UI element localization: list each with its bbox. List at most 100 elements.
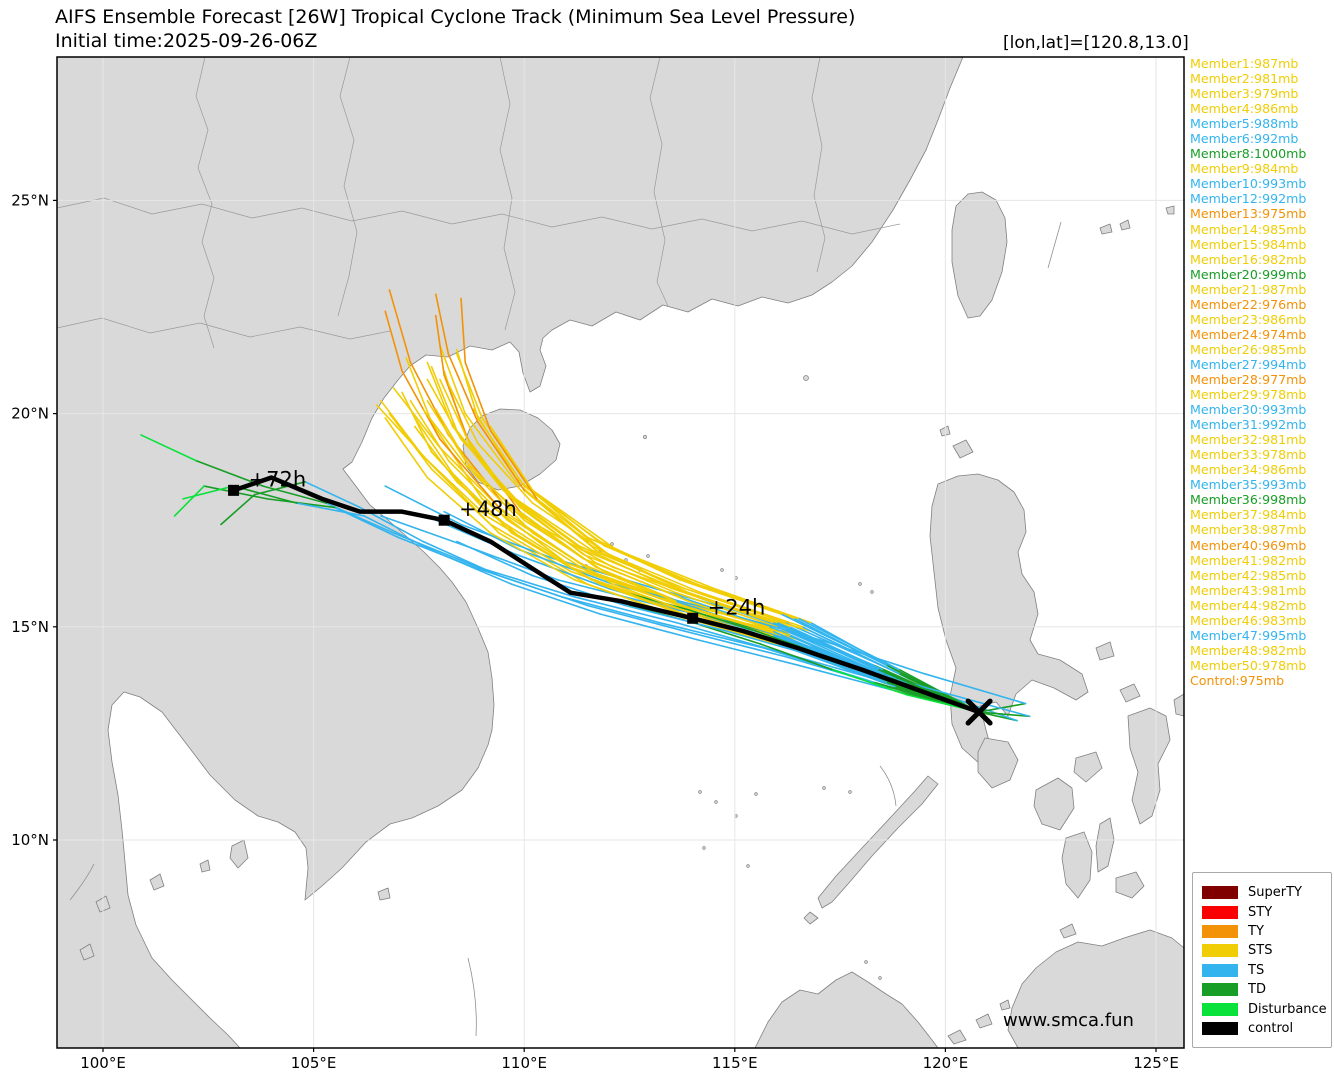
ensemble-track bbox=[464, 412, 517, 483]
ensemble-track bbox=[430, 365, 458, 432]
ensemble-track bbox=[536, 498, 610, 556]
ensemble-track bbox=[430, 468, 492, 526]
axes: 100°E 105°E 110°E 115°E 120°E 125°E 10°N 15°N 20… bbox=[11, 191, 1179, 1072]
member-pressure-item: Member35:993mb bbox=[1190, 477, 1307, 493]
ensemble-track bbox=[413, 425, 458, 483]
ensemble-track bbox=[696, 583, 799, 620]
ensemble-track bbox=[447, 459, 509, 522]
member-pressure-item: Member1:987mb bbox=[1190, 56, 1299, 71]
legend-swatch bbox=[1202, 983, 1238, 997]
ensemble-track bbox=[401, 370, 441, 440]
ensemble-track bbox=[578, 544, 673, 590]
ensemble-track bbox=[578, 562, 677, 603]
ensemble-track bbox=[759, 643, 833, 671]
page-title: AIFS Ensemble Forecast [26W] Tropical Cy… bbox=[55, 6, 856, 28]
ensemble-track bbox=[696, 638, 799, 666]
ensemble-track bbox=[380, 515, 467, 547]
y-tick-label: 25°N bbox=[11, 191, 49, 209]
ensemble-track bbox=[173, 485, 205, 517]
time-label: +24h bbox=[708, 595, 766, 619]
ensemble-track bbox=[978, 702, 1027, 713]
control-marker bbox=[228, 484, 240, 496]
ensemble-track bbox=[531, 489, 606, 547]
member-pressure-item: Member21:987mb bbox=[1190, 281, 1307, 297]
ensemble-track bbox=[506, 519, 589, 573]
member-pressure-item: Member42:985mb bbox=[1190, 567, 1307, 583]
ensemble-track bbox=[392, 387, 441, 449]
ensemble-track bbox=[519, 510, 597, 568]
member-pressure-item: Member20:999mb bbox=[1190, 266, 1307, 282]
ensemble-track bbox=[447, 353, 479, 423]
ensemble-track bbox=[405, 357, 433, 423]
legend-label: STS bbox=[1248, 943, 1273, 959]
ensemble-track bbox=[771, 621, 879, 671]
ensemble-track bbox=[451, 425, 504, 492]
ensemble-track bbox=[510, 583, 601, 615]
ensemble-track bbox=[595, 549, 690, 594]
member-pressure-item: Member50:978mb bbox=[1190, 657, 1307, 673]
member-pressure-item: Control:975mb bbox=[1190, 672, 1285, 688]
ensemble-track bbox=[489, 425, 534, 492]
member-pressure-item: Member10:993mb bbox=[1190, 176, 1307, 192]
ensemble-track bbox=[464, 361, 492, 432]
ensemble-track bbox=[413, 417, 454, 475]
control-track: +72h +48h +24h bbox=[228, 467, 993, 726]
ensemble-track bbox=[590, 579, 686, 615]
ensemble-track bbox=[262, 485, 328, 504]
x-tick-label: 125°E bbox=[1133, 1054, 1179, 1072]
member-pressure-list: Member1:987mb Member2:981mb Member3:979mb M… bbox=[1190, 56, 1334, 688]
member-pressure-item: Member4:986mb bbox=[1190, 101, 1299, 117]
ensemble-track bbox=[599, 613, 698, 641]
ensemble-track bbox=[523, 489, 597, 551]
ensemble-track bbox=[422, 455, 488, 517]
member-pressure-item: Member26:985mb bbox=[1190, 341, 1307, 357]
legend-row: TD bbox=[1202, 980, 1331, 999]
member-pressure-item: Member16:982mb bbox=[1190, 251, 1307, 267]
ensemble-track bbox=[780, 613, 888, 666]
ensemble-track bbox=[295, 502, 365, 517]
ensemble-track bbox=[464, 463, 530, 522]
ensemble-track bbox=[443, 510, 521, 551]
ensemble-track bbox=[439, 438, 500, 509]
member-pressure-item: Member3:979mb bbox=[1190, 86, 1299, 102]
ensemble-track bbox=[683, 587, 787, 624]
legend-row: SuperTY bbox=[1202, 883, 1331, 902]
ensemble-track bbox=[477, 566, 576, 598]
legend-swatch bbox=[1202, 886, 1238, 900]
y-tick-label: 20°N bbox=[11, 405, 49, 423]
legend-label: TS bbox=[1248, 962, 1265, 978]
ensemble-track bbox=[426, 361, 454, 428]
member-pressure-item: Member27:994mb bbox=[1190, 356, 1307, 372]
member-pressure-item: Member32:981mb bbox=[1190, 432, 1307, 448]
ensemble-track bbox=[388, 289, 412, 364]
member-pressure-item: Member14:985mb bbox=[1190, 221, 1307, 237]
ensemble-track bbox=[489, 429, 538, 500]
ensemble-track bbox=[439, 378, 471, 445]
province-borders bbox=[57, 57, 1062, 1037]
ensemble-track bbox=[506, 493, 584, 551]
initial-time-label: Initial time:2025-09-26-06Z bbox=[55, 30, 318, 52]
x-tick-label: 100°E bbox=[80, 1054, 126, 1072]
ensemble-track bbox=[502, 489, 580, 547]
ensemble-track bbox=[797, 617, 900, 671]
member-pressure-item: Member5:988mb bbox=[1190, 116, 1299, 132]
ensemble-track bbox=[380, 400, 424, 458]
legend-label: STY bbox=[1248, 904, 1273, 920]
intensity-legend: SuperTY STY TY STS TS TD Disturbance control bbox=[1192, 872, 1332, 1048]
ensemble-track bbox=[384, 417, 429, 479]
ensemble-track bbox=[679, 604, 782, 637]
ensemble-track bbox=[422, 540, 500, 577]
member-pressure-item: Member48:982mb bbox=[1190, 642, 1307, 658]
ensemble-track bbox=[304, 481, 361, 509]
legend-label: TY bbox=[1248, 923, 1264, 939]
ensemble-track bbox=[434, 293, 450, 355]
ensemble-track bbox=[447, 382, 479, 445]
legend-swatch bbox=[1202, 963, 1238, 977]
ensemble-track bbox=[456, 348, 479, 419]
ensemble-track bbox=[384, 310, 403, 372]
legend-label: Disturbance bbox=[1248, 1001, 1327, 1017]
plot-border bbox=[56, 56, 1185, 1049]
ensemble-track bbox=[253, 481, 306, 496]
